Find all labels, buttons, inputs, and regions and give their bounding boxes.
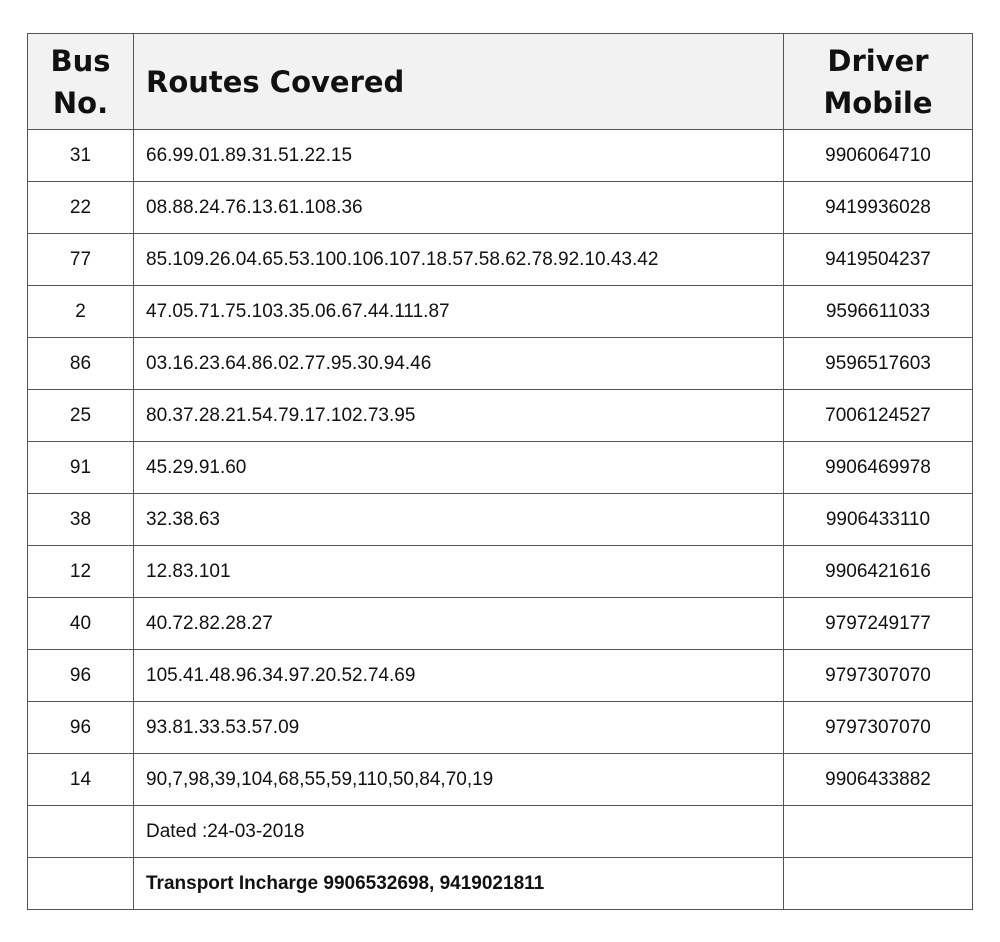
- table-row: 40 40.72.82.28.27 9797249177: [27, 597, 973, 650]
- bus-number-cell: 14: [27, 753, 134, 806]
- routes-cell: 45.29.91.60: [133, 441, 784, 494]
- empty-cell: [783, 857, 973, 910]
- empty-cell: [27, 805, 134, 858]
- routes-cell: 90,7,98,39,104,68,55,59,110,50,84,70,19: [133, 753, 784, 806]
- routes-cell: 40.72.82.28.27: [133, 597, 784, 650]
- driver-mobile-cell: 9419504237: [783, 233, 973, 286]
- table-row: 12 12.83.101 9906421616: [27, 545, 973, 598]
- driver-mobile-cell: 9906064710: [783, 129, 973, 182]
- bus-number-cell: 77: [27, 233, 134, 286]
- bus-number-cell: 12: [27, 545, 134, 598]
- routes-cell: 32.38.63: [133, 493, 784, 546]
- bus-number-cell: 22: [27, 181, 134, 234]
- header-mobile-line1: Driver: [827, 43, 929, 78]
- driver-mobile-cell: 9797307070: [783, 701, 973, 754]
- transport-incharge-text: Transport Incharge 9906532698, 941902181…: [133, 857, 784, 910]
- table-body: 31 66.99.01.89.31.51.22.15 9906064710 22 08.…: [27, 129, 973, 806]
- routes-cell: 47.05.71.75.103.35.06.67.44.111.87: [133, 285, 784, 338]
- table-row: 2 47.05.71.75.103.35.06.67.44.111.87 95966…: [27, 285, 973, 338]
- driver-mobile-cell: 9906433110: [783, 493, 973, 546]
- header-routes: Routes Covered: [133, 33, 784, 130]
- header-driver-mobile: Driver Mobile: [783, 33, 973, 130]
- bus-number-cell: 91: [27, 441, 134, 494]
- driver-mobile-cell: 9797249177: [783, 597, 973, 650]
- dated-row: Dated :24-03-2018: [27, 805, 973, 858]
- routes-cell: 93.81.33.53.57.09: [133, 701, 784, 754]
- bus-number-cell: 25: [27, 389, 134, 442]
- routes-cell: 08.88.24.76.13.61.108.36: [133, 181, 784, 234]
- bus-routes-table: Bus No. Routes Covered Driver Mobile 31 66.…: [27, 33, 973, 910]
- table-row: 25 80.37.28.21.54.79.17.102.73.95 70061245…: [27, 389, 973, 442]
- bus-number-cell: 96: [27, 701, 134, 754]
- table-row: 38 32.38.63 9906433110: [27, 493, 973, 546]
- incharge-row: Transport Incharge 9906532698, 941902181…: [27, 857, 973, 910]
- table-row: 86 03.16.23.64.86.02.77.95.30.94.46 959651…: [27, 337, 973, 390]
- driver-mobile-cell: 9797307070: [783, 649, 973, 702]
- routes-cell: 85.109.26.04.65.53.100.106.107.18.57.58.…: [133, 233, 784, 286]
- table-row: 96 105.41.48.96.34.97.20.52.74.69 97973070…: [27, 649, 973, 702]
- header-mobile-line2: Mobile: [823, 85, 933, 120]
- table-row: 31 66.99.01.89.31.51.22.15 9906064710: [27, 129, 973, 182]
- header-bus-no: Bus No.: [27, 33, 134, 130]
- driver-mobile-cell: 9906433882: [783, 753, 973, 806]
- routes-cell: 03.16.23.64.86.02.77.95.30.94.46: [133, 337, 784, 390]
- driver-mobile-cell: 9906421616: [783, 545, 973, 598]
- header-bus-no-line2: No.: [52, 85, 109, 120]
- table-row: 77 85.109.26.04.65.53.100.106.107.18.57.5…: [27, 233, 973, 286]
- table-row: 22 08.88.24.76.13.61.108.36 9419936028: [27, 181, 973, 234]
- routes-cell: 105.41.48.96.34.97.20.52.74.69: [133, 649, 784, 702]
- routes-cell: 80.37.28.21.54.79.17.102.73.95: [133, 389, 784, 442]
- table-row: 96 93.81.33.53.57.09 9797307070: [27, 701, 973, 754]
- empty-cell: [783, 805, 973, 858]
- driver-mobile-cell: 7006124527: [783, 389, 973, 442]
- bus-number-cell: 31: [27, 129, 134, 182]
- bus-number-cell: 86: [27, 337, 134, 390]
- dated-text: Dated :24-03-2018: [133, 805, 784, 858]
- routes-cell: 12.83.101: [133, 545, 784, 598]
- bus-number-cell: 96: [27, 649, 134, 702]
- bus-number-cell: 38: [27, 493, 134, 546]
- header-row: Bus No. Routes Covered Driver Mobile: [27, 33, 973, 130]
- bus-number-cell: 2: [27, 285, 134, 338]
- table-row: 14 90,7,98,39,104,68,55,59,110,50,84,70,1…: [27, 753, 973, 806]
- bus-number-cell: 40: [27, 597, 134, 650]
- table-row: 91 45.29.91.60 9906469978: [27, 441, 973, 494]
- driver-mobile-cell: 9596611033: [783, 285, 973, 338]
- driver-mobile-cell: 9596517603: [783, 337, 973, 390]
- header-bus-no-line1: Bus: [50, 43, 111, 78]
- empty-cell: [27, 857, 134, 910]
- driver-mobile-cell: 9419936028: [783, 181, 973, 234]
- driver-mobile-cell: 9906469978: [783, 441, 973, 494]
- routes-cell: 66.99.01.89.31.51.22.15: [133, 129, 784, 182]
